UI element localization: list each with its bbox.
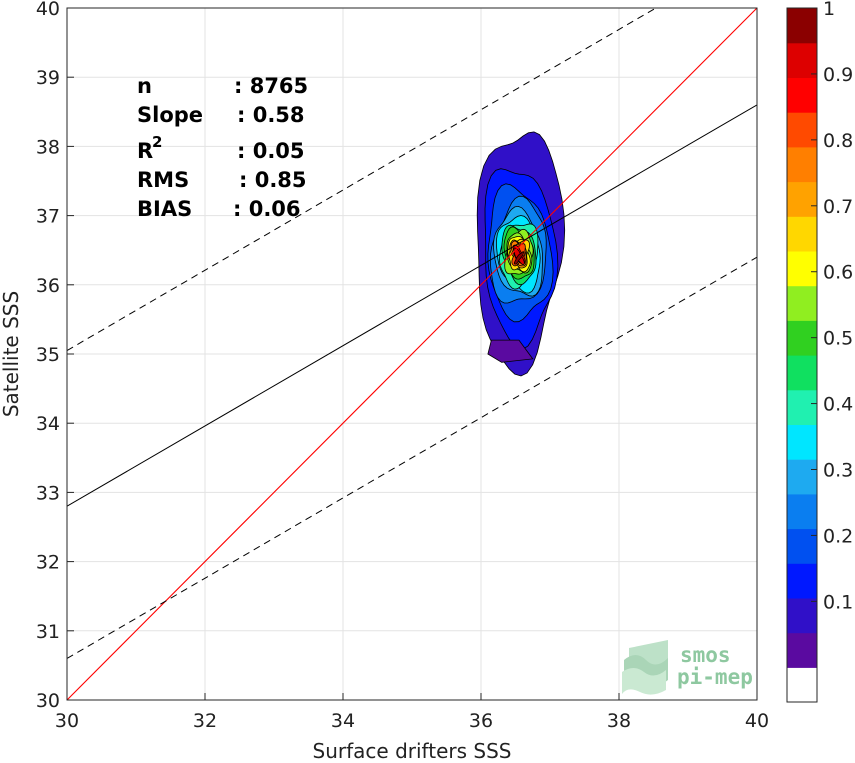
y-tick-label: 39 [36,67,60,89]
colorbar-tick-label: 0.6 [823,262,853,284]
colorbar-band [787,112,817,148]
stat-n-value: : 8765 [234,74,308,98]
reference-lines [67,8,757,700]
stat-r2-value: : 0.05 [237,139,305,163]
colorbar-frame [786,7,818,703]
colorbar-band [787,8,817,44]
logo-text-line1: smos [680,643,731,667]
stats-box: n : 8765 Slope : 0.58 R 2 : 0.05 RMS : 0… [137,74,308,221]
y-tick-label: 33 [36,482,60,504]
y-axis-ticks: 30 31 32 33 34 35 36 37 38 39 40 [36,0,74,712]
colorbar-band [787,250,817,287]
colorbar-band [787,355,817,391]
colorbar-band [787,667,817,703]
colorbar-tick-label: 0.4 [823,394,853,416]
density-contour-tail [487,339,534,363]
y-tick-label: 30 [36,690,60,712]
y-tick-label: 34 [36,413,60,435]
identity-line [67,8,757,700]
colorbar-band [787,528,817,564]
colorbar-ticks: 0.1 0.2 0.3 0.4 0.5 0.6 0.7 0.8 0.9 1 [811,0,853,613]
colorbar-band [787,77,817,113]
stat-rms-key: RMS [137,168,189,192]
x-tick-label: 40 [745,710,769,732]
colorbar-band [787,42,817,78]
colorbar-tick-label: 0.1 [823,591,853,613]
colorbar: 0.1 0.2 0.3 0.4 0.5 0.6 0.7 0.8 0.9 1 [786,0,853,703]
colorbar-band [787,216,817,252]
colorbar-tick-label: 0.7 [823,196,853,218]
x-tick-label: 38 [607,710,631,732]
colorbar-band [787,459,817,495]
y-tick-label: 35 [36,344,60,366]
stat-n-key: n [137,74,152,98]
stat-bias-value: : 0.06 [233,197,301,221]
colorbar-bands [787,8,817,703]
regression-line [67,104,757,507]
x-tick-label: 32 [193,710,217,732]
y-tick-label: 40 [36,0,60,20]
colorbar-tick-label: 0.3 [823,460,853,482]
logo-text-line2: pi-mep [677,665,753,689]
colorbar-tick-label: 0.8 [823,130,853,152]
x-axis-label: Surface drifters SSS [313,739,512,763]
colorbar-band [787,424,817,460]
y-tick-label: 37 [36,206,60,228]
colorbar-band [787,285,817,321]
stat-r2-sup: 2 [152,133,162,151]
stat-slope-value: : 0.58 [237,103,305,127]
colorbar-tick-label: 0.2 [823,525,853,547]
y-tick-label: 31 [36,621,60,643]
logo-waves-icon [622,640,668,695]
colorbar-band [787,597,817,634]
stat-rms-value: : 0.85 [239,168,307,192]
colorbar-tick-label: 0.5 [823,328,853,350]
stat-slope-key: Slope [137,103,203,127]
colorbar-tick-label: 1 [823,0,835,20]
y-tick-label: 32 [36,552,60,574]
y-tick-label: 36 [36,275,60,297]
grid [66,7,758,701]
upper-bound-line [67,8,657,351]
density-contour [513,251,524,265]
smos-pi-mep-logo: smos pi-mep [622,640,753,695]
colorbar-band [787,563,817,599]
stat-bias-key: BIAS [137,197,192,221]
colorbar-band [787,493,817,530]
y-tick-label: 38 [36,136,60,158]
stat-r2-key: R [137,139,153,163]
colorbar-band [787,632,817,668]
x-axis-ticks: 30 32 34 36 38 40 [55,693,769,732]
x-tick-label: 36 [469,710,493,732]
y-axis-label: Satellite SSS [0,291,23,417]
colorbar-tick-label: 0.9 [823,64,853,86]
density-contours [476,131,566,377]
x-tick-label: 34 [331,710,355,732]
colorbar-band [787,181,817,217]
colorbar-band [787,146,817,183]
colorbar-band [787,389,817,425]
x-tick-label: 30 [55,710,79,732]
lower-bound-line [67,256,757,659]
